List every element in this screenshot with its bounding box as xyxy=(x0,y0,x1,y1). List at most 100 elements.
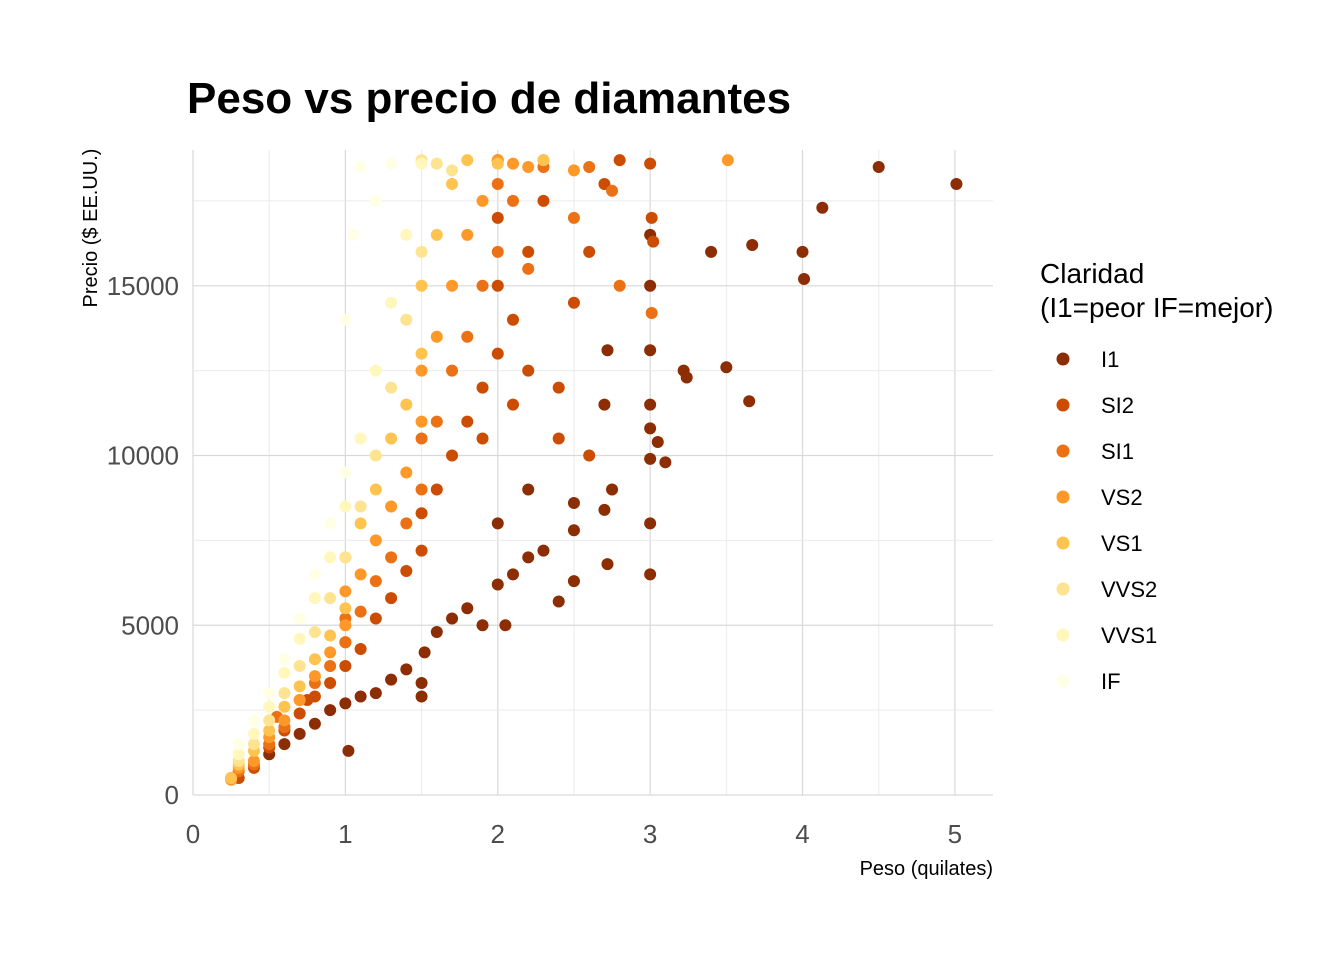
data-point xyxy=(354,500,367,513)
data-point xyxy=(613,154,626,167)
data-point xyxy=(430,228,443,241)
x-tick-label: 3 xyxy=(643,819,657,849)
data-point xyxy=(339,697,352,710)
data-point xyxy=(644,279,657,292)
data-point xyxy=(308,717,321,730)
data-point xyxy=(324,551,337,564)
data-point xyxy=(491,157,504,170)
data-point xyxy=(816,201,829,214)
data-point xyxy=(369,612,382,625)
data-point xyxy=(415,676,428,689)
data-point xyxy=(415,507,428,520)
x-tick-label: 4 xyxy=(795,819,809,849)
data-point xyxy=(601,558,614,571)
data-points xyxy=(225,154,963,786)
data-point xyxy=(491,279,504,292)
x-tick-label: 5 xyxy=(948,819,962,849)
data-point xyxy=(491,517,504,530)
data-point xyxy=(324,517,337,530)
data-point xyxy=(339,619,352,632)
data-point xyxy=(354,690,367,703)
data-point xyxy=(476,432,489,445)
data-point xyxy=(385,551,398,564)
legend-key xyxy=(1056,674,1070,688)
data-point xyxy=(430,483,443,496)
data-point xyxy=(385,500,398,513)
data-point xyxy=(552,381,565,394)
data-point xyxy=(369,687,382,700)
data-point xyxy=(872,160,885,173)
data-point xyxy=(644,517,657,530)
x-tick-label: 2 xyxy=(491,819,505,849)
legend-items: I1 SI2 SI1 VS2 VS1 VVS2 VVS1 IF xyxy=(1056,347,1157,694)
data-point xyxy=(415,432,428,445)
data-point xyxy=(339,551,352,564)
legend-label: I1 xyxy=(1101,347,1119,372)
legend-key xyxy=(1056,398,1070,412)
data-point xyxy=(232,748,245,761)
data-point xyxy=(461,602,474,615)
data-point xyxy=(446,612,459,625)
data-point xyxy=(369,449,382,462)
data-point xyxy=(415,245,428,258)
y-axis-title: Precio ($ EE.UU.) xyxy=(80,149,102,308)
data-point xyxy=(606,184,619,197)
data-point xyxy=(400,313,413,326)
data-point xyxy=(232,738,245,751)
data-point xyxy=(721,154,734,167)
legend-title: Claridad xyxy=(1040,258,1144,289)
data-point xyxy=(430,157,443,170)
data-point xyxy=(645,306,658,319)
data-point xyxy=(415,347,428,360)
data-point xyxy=(354,568,367,581)
data-point xyxy=(522,483,535,496)
data-point xyxy=(583,160,596,173)
data-point xyxy=(263,700,276,713)
data-point xyxy=(324,704,337,717)
data-point xyxy=(567,296,580,309)
data-point xyxy=(324,592,337,605)
data-point xyxy=(385,673,398,686)
data-point xyxy=(385,296,398,309)
data-point xyxy=(537,544,550,557)
data-point xyxy=(293,707,306,720)
legend-key xyxy=(1056,352,1070,366)
data-point xyxy=(507,568,519,581)
data-point xyxy=(339,585,352,598)
data-point xyxy=(446,449,459,462)
data-point xyxy=(385,381,398,394)
data-point xyxy=(400,228,413,241)
data-point xyxy=(324,629,337,642)
data-point xyxy=(369,364,382,377)
data-point xyxy=(247,727,260,740)
data-point xyxy=(583,245,596,258)
data-point xyxy=(491,347,504,360)
legend-key xyxy=(1056,444,1070,458)
data-point xyxy=(522,262,535,275)
data-point xyxy=(499,619,512,632)
data-point xyxy=(400,466,413,479)
data-point xyxy=(263,714,276,727)
data-point xyxy=(680,371,693,384)
legend-label: VS2 xyxy=(1101,485,1143,510)
data-point xyxy=(339,313,352,326)
data-point xyxy=(324,660,337,672)
data-point xyxy=(308,653,321,666)
data-point xyxy=(446,164,459,177)
legend-subtitle: (I1=peor IF=mejor) xyxy=(1040,292,1273,323)
data-point xyxy=(400,564,413,577)
legend-label: VVS2 xyxy=(1101,577,1157,602)
data-point xyxy=(446,364,459,377)
data-point xyxy=(278,738,291,751)
data-point xyxy=(476,194,489,207)
data-point xyxy=(552,432,565,445)
data-point xyxy=(461,228,474,241)
data-point xyxy=(415,279,428,292)
data-point xyxy=(247,755,260,768)
data-point xyxy=(293,693,306,706)
data-point xyxy=(476,619,489,632)
data-point xyxy=(567,164,580,177)
data-point xyxy=(446,279,459,292)
data-point xyxy=(385,432,398,445)
